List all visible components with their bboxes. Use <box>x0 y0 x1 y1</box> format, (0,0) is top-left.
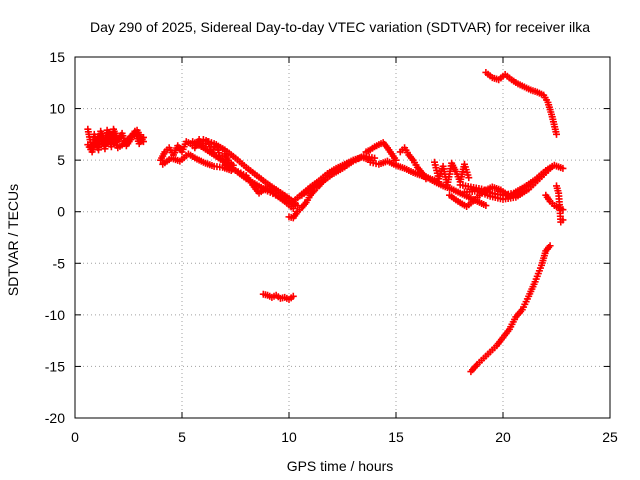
y-tick-label: 10 <box>49 101 65 117</box>
grid <box>75 57 610 418</box>
series-rise-b <box>298 152 379 199</box>
series-late-band-2 <box>460 162 556 203</box>
data-point <box>289 205 297 213</box>
axis-ticks: 0 5 10 15 20 25 -20 -15 -10 -5 0 5 10 15 <box>45 49 618 445</box>
series-decline-b <box>199 136 302 210</box>
series-decline-c <box>221 161 297 213</box>
data-point <box>465 174 473 182</box>
data-points <box>84 68 567 376</box>
data-point <box>559 216 567 224</box>
series-morning-group-lower <box>159 150 235 174</box>
x-tick-label: 10 <box>281 429 297 445</box>
y-tick-label: -10 <box>45 307 65 323</box>
series-late-edge <box>553 182 567 226</box>
data-point <box>371 154 379 162</box>
data-point <box>553 130 560 138</box>
x-tick-label: 0 <box>71 429 79 445</box>
series-peak-1430 <box>362 139 400 164</box>
chart-title: Day 290 of 2025, Sidereal Day-to-day VTE… <box>90 19 590 35</box>
series-high-track <box>482 68 560 138</box>
data-point <box>548 162 556 170</box>
data-point <box>139 138 147 146</box>
plot-frame <box>74 56 611 419</box>
data-point <box>482 202 490 210</box>
series-afternoon-b <box>431 158 473 189</box>
x-tick-label: 5 <box>178 429 186 445</box>
data-point <box>546 242 554 250</box>
x-tick-label: 25 <box>602 429 618 445</box>
y-tick-label: -15 <box>45 358 65 374</box>
y-tick-label: -20 <box>45 410 65 426</box>
data-point <box>289 292 297 300</box>
data-point <box>559 164 567 172</box>
x-tick-label: 20 <box>495 429 511 445</box>
y-tick-label: 0 <box>57 204 65 220</box>
x-tick-label: 15 <box>388 429 404 445</box>
series-isolated-cluster <box>259 290 297 303</box>
y-tick-label: 5 <box>57 152 65 168</box>
x-axis-label: GPS time / hours <box>287 458 394 474</box>
y-axis-label: SDTVAR / TECUs <box>5 184 21 296</box>
y-tick-label: 15 <box>49 49 65 65</box>
series-early-cluster-b <box>84 126 147 156</box>
y-tick-label: -5 <box>53 255 66 271</box>
series-low-track <box>467 242 554 376</box>
